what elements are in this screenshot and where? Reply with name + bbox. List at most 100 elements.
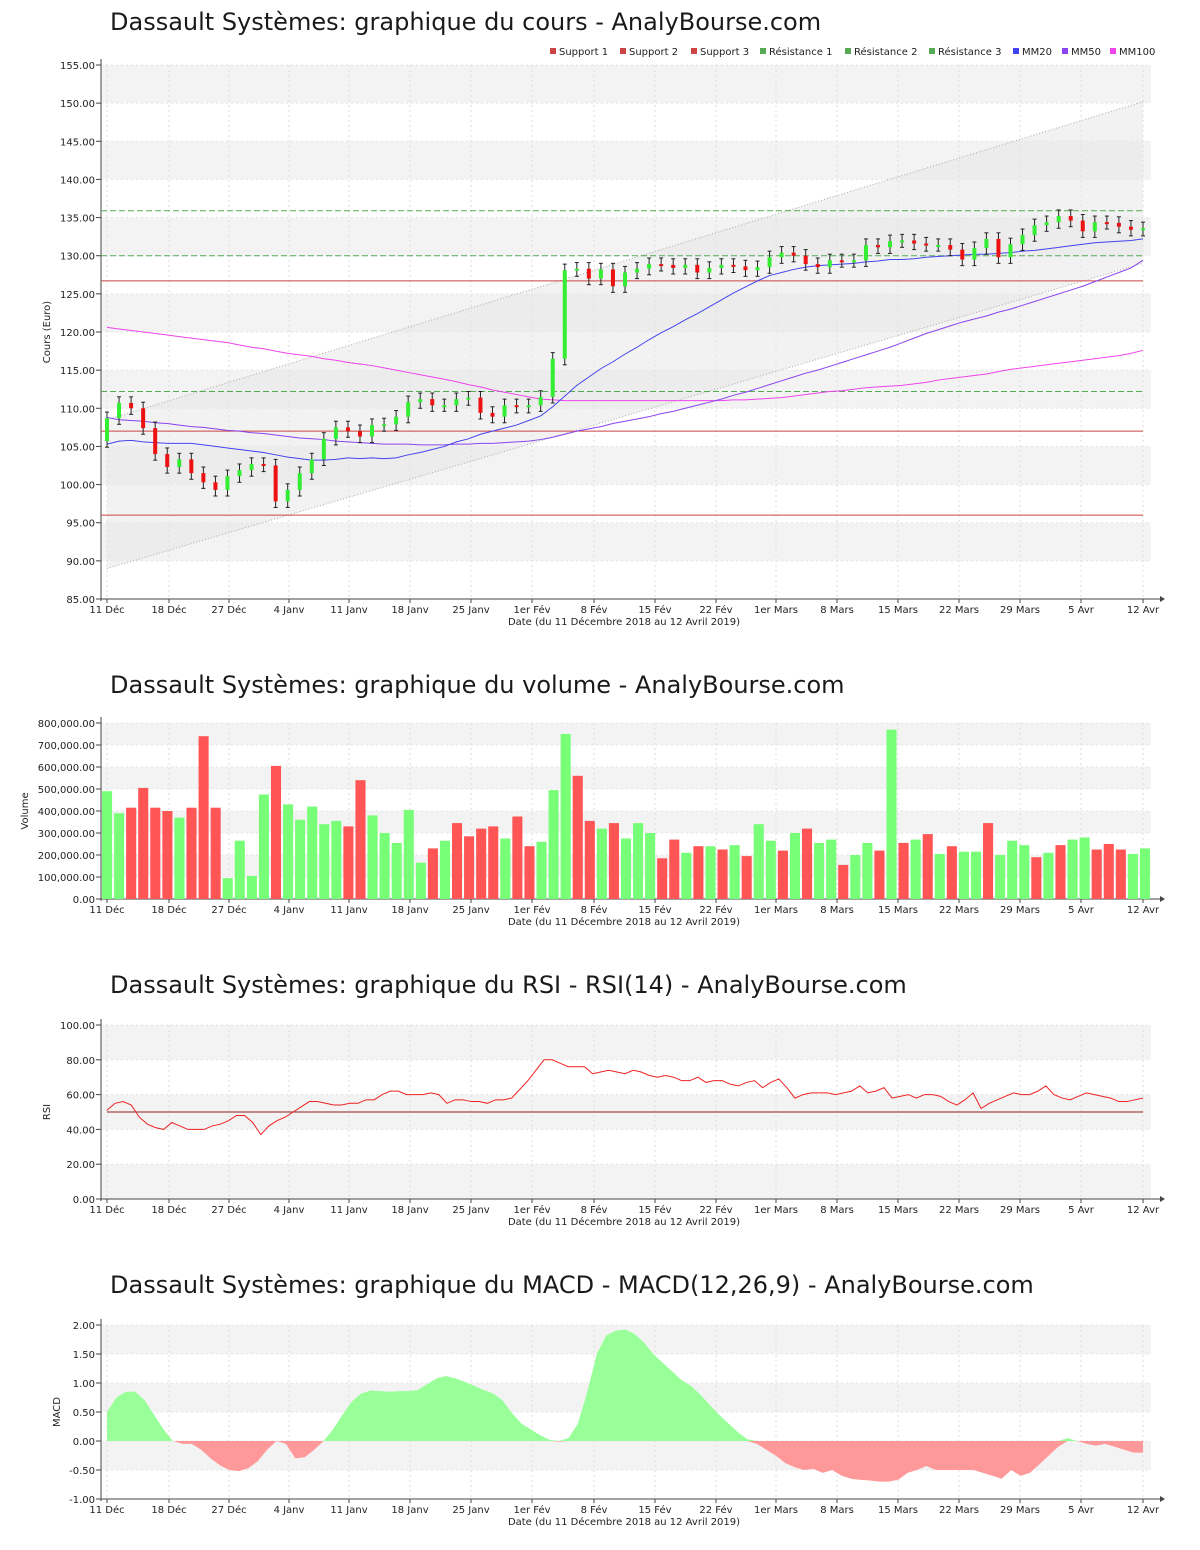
y-tick-label: 200,000.00 — [38, 851, 95, 862]
candle-body — [707, 267, 712, 273]
x-tick-label: 18 Déc — [151, 1204, 186, 1216]
candle-body — [285, 489, 290, 502]
y-tick-label: 135.00 — [60, 214, 95, 225]
candle-body — [153, 428, 158, 455]
legend-label: MM50 — [1071, 47, 1101, 58]
volume-bar — [1139, 848, 1150, 899]
y-tick-label: 0.50 — [73, 1408, 95, 1419]
volume-bar — [970, 851, 982, 899]
candle-body — [671, 264, 676, 268]
candle-body — [237, 470, 242, 477]
x-tick-label: 18 Janv — [391, 605, 428, 616]
x-tick-label: 22 Fév — [699, 604, 732, 616]
y-tick-label: 40.00 — [66, 1125, 95, 1136]
volume-bar — [367, 815, 378, 899]
grid-band — [101, 1164, 1151, 1199]
x-tick-label: 15 Mars — [878, 1205, 918, 1216]
y-tick-label: 600,000.00 — [38, 763, 95, 774]
x-tick-label: 15 Fév — [638, 1204, 671, 1216]
x-tick-label: 15 Fév — [638, 604, 671, 616]
y-tick-label: 400,000.00 — [38, 807, 95, 818]
y-axis-label: RSI — [42, 1104, 53, 1120]
volume-bar — [657, 858, 668, 899]
y-tick-label: 20.00 — [66, 1160, 95, 1171]
x-tick-label: 18 Janv — [391, 1505, 428, 1516]
legend-label: Support 1 — [559, 47, 608, 58]
candle-body — [695, 264, 700, 273]
volume-bar — [536, 841, 547, 899]
volume-bar — [910, 839, 921, 899]
volume-bar — [717, 849, 728, 899]
x-tick-label: 22 Mars — [939, 905, 979, 916]
volume-bar — [693, 846, 704, 899]
x-tick-label: 11 Janv — [330, 1505, 367, 1516]
x-tick-label: 15 Mars — [878, 905, 918, 916]
candle-body — [610, 269, 615, 287]
x-tick-label: 27 Déc — [211, 1204, 246, 1216]
volume-bar — [427, 848, 438, 899]
candle-body — [478, 397, 483, 413]
y-tick-label: 125.00 — [60, 290, 95, 301]
candle-body — [960, 249, 965, 260]
legend-swatch — [1062, 48, 1068, 54]
candle-body — [249, 463, 254, 471]
volume-bar — [741, 856, 752, 899]
x-tick-label: 8 Mars — [820, 1205, 854, 1216]
price-chart: 155.00 150.00 145.00 140.00 135.00 130.00 125.… — [42, 46, 1165, 628]
candle-body — [839, 260, 844, 263]
candle-body — [863, 245, 868, 261]
volume-bar — [1007, 840, 1018, 899]
mm50-line — [106, 259, 1144, 446]
x-tick-label: 29 Mars — [1000, 605, 1040, 616]
volume-bar — [958, 851, 969, 899]
x-tick-label: 11 Déc — [89, 1204, 124, 1216]
volume-bar — [270, 765, 282, 899]
candle-body — [635, 268, 640, 273]
legend-swatch — [1110, 48, 1116, 54]
macd-positive-area — [107, 1329, 1143, 1441]
candle-body — [1020, 235, 1025, 245]
volume-bar — [150, 807, 161, 899]
x-tick-label: 18 Déc — [151, 904, 186, 916]
x-tick-label: 4 Janv — [274, 1505, 305, 1516]
y-tick-label: 300,000.00 — [38, 829, 95, 840]
volume-bar — [126, 807, 137, 899]
x-tick-label: 15 Fév — [638, 904, 671, 916]
candle-body — [394, 416, 399, 425]
volume-bar — [995, 855, 1006, 899]
x-tick-label: 1er Mars — [754, 1505, 798, 1516]
y-tick-label: 0.00 — [73, 895, 95, 906]
volume-bar — [814, 842, 825, 899]
y-tick-label: 130.00 — [60, 252, 95, 263]
volume-bar — [343, 826, 354, 899]
candle-body — [1056, 216, 1061, 223]
candle-body — [550, 358, 555, 397]
x-tick-label: 11 Janv — [330, 605, 367, 616]
candle-body — [514, 405, 519, 408]
candle-body — [1008, 244, 1013, 258]
x-axis-label: Date (du 11 Décembre 2018 au 12 Avril 20… — [508, 1216, 740, 1228]
candle-body — [743, 266, 748, 271]
volume-bar — [681, 852, 692, 899]
x-axis-label: Date (du 11 Décembre 2018 au 12 Avril 20… — [508, 916, 740, 928]
volume-bar — [331, 820, 342, 899]
candle-body — [623, 272, 627, 287]
candle-body — [815, 264, 820, 268]
candle-body — [996, 238, 1001, 258]
volume-bar — [705, 846, 716, 899]
volume-bar — [295, 819, 306, 899]
x-tick-label: 8 Fév — [581, 1504, 608, 1516]
candle-body — [1044, 222, 1049, 226]
candle-body — [333, 427, 338, 439]
candle-body — [406, 402, 411, 417]
grid-band — [101, 65, 1151, 104]
y-tick-label: 100.00 — [60, 481, 95, 492]
candle-body — [538, 396, 543, 406]
candle-body — [1104, 222, 1109, 225]
volume-bar — [222, 878, 233, 899]
candle-body — [526, 405, 531, 408]
y-tick-label: 145.00 — [60, 137, 95, 148]
x-tick-label: 22 Fév — [699, 1504, 732, 1516]
volume-bar — [922, 834, 933, 899]
